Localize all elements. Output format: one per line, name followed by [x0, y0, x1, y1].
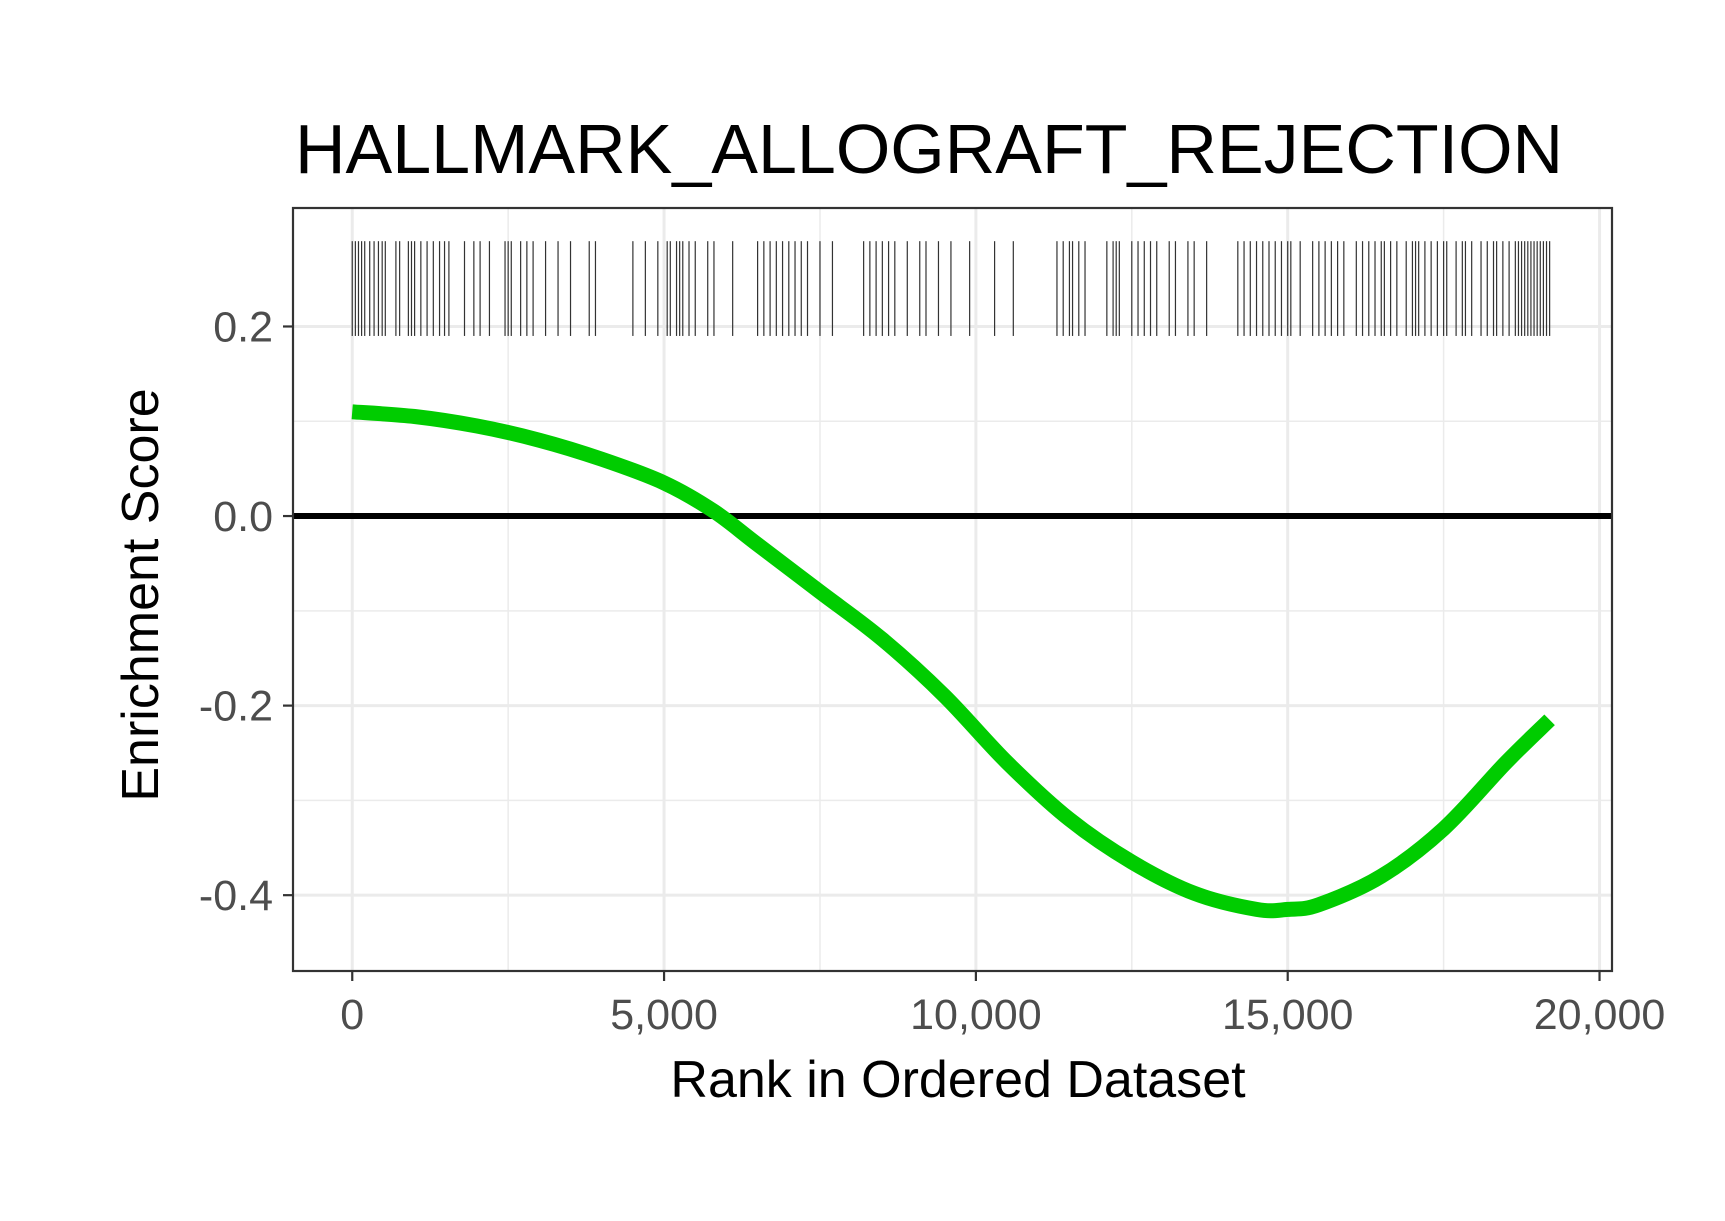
x-axis-title: Rank in Ordered Dataset — [670, 1051, 1246, 1109]
y-tick-label: 0.2 — [213, 303, 273, 351]
enrichment-curve-series — [351, 404, 1555, 919]
x-tick-label: 0 — [340, 991, 364, 1039]
y-tick-label: -0.4 — [199, 872, 273, 920]
y-tick-label: 0.0 — [213, 493, 273, 541]
x-tick-label: 10,000 — [910, 991, 1042, 1039]
x-tick-label: 5,000 — [610, 991, 718, 1039]
x-tick-label: 20,000 — [1534, 991, 1666, 1039]
panel-border — [291, 206, 1614, 973]
y-axis-title: Enrichment Score — [112, 388, 170, 801]
y-axis: 0.2 0.0 -0.2 -0.4 — [199, 303, 293, 920]
enrichment-curve — [351, 404, 1555, 919]
chart-title: HALLMARK_ALLOGRAFT_REJECTION — [295, 110, 1563, 188]
y-tick-label: -0.2 — [199, 683, 273, 731]
rug-marks — [351, 241, 1551, 336]
x-tick-label: 15,000 — [1222, 991, 1354, 1039]
x-axis: 0 5,000 10,000 15,000 20,000 — [340, 971, 1665, 1039]
